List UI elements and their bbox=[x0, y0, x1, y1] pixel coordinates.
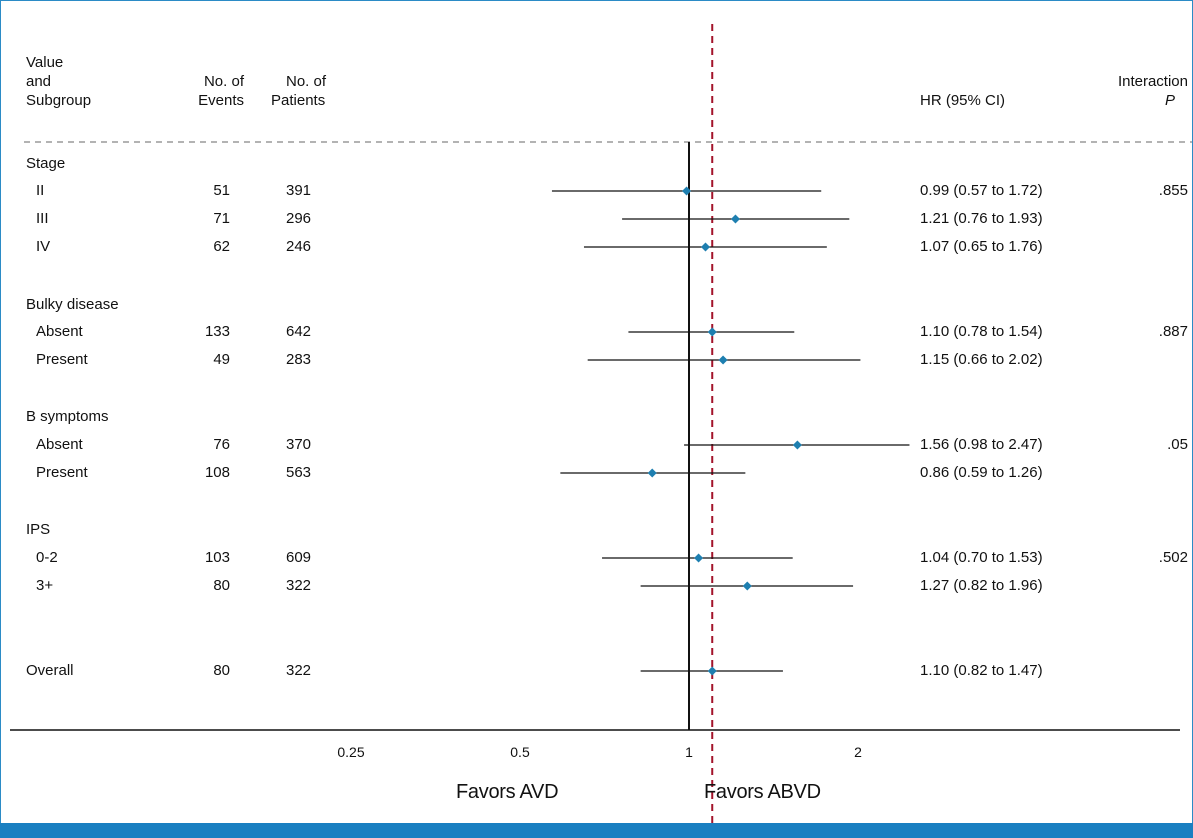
header-subgroup-line1: Value bbox=[26, 54, 64, 71]
row-patients: 370 bbox=[286, 436, 312, 453]
hr-markers bbox=[551, 186, 910, 676]
hr-point-marker bbox=[707, 327, 717, 337]
row-events: 80 bbox=[213, 662, 230, 679]
row-events: 49 bbox=[213, 351, 230, 368]
hr-point-marker bbox=[718, 355, 728, 365]
favors-left-label: Favors AVD bbox=[456, 781, 559, 803]
header-patients: No. of Patients bbox=[271, 72, 326, 110]
row-events: 80 bbox=[213, 577, 230, 594]
row-hr-text: 1.27 (0.82 to 1.96) bbox=[920, 577, 1043, 594]
header-events: No. of Events bbox=[184, 72, 244, 110]
row-events: 133 bbox=[204, 323, 230, 340]
row-label: III bbox=[36, 210, 49, 227]
row-patients: 609 bbox=[286, 549, 312, 566]
x-tick-label: 0.25 bbox=[337, 744, 364, 760]
hr-point-marker bbox=[647, 468, 657, 478]
header-interaction-line1: Interaction bbox=[1117, 73, 1188, 90]
row-label: IV bbox=[36, 238, 51, 255]
row-p-value: .05 bbox=[1167, 436, 1188, 453]
row-hr-text: 1.10 (0.78 to 1.54) bbox=[920, 323, 1043, 340]
row-label: Absent bbox=[36, 436, 83, 453]
x-tick-label: 2 bbox=[854, 744, 862, 760]
x-tick-label: 0.5 bbox=[510, 744, 530, 760]
header-events-line1: No. of bbox=[203, 73, 244, 90]
hr-point-marker bbox=[694, 553, 704, 563]
hr-point-marker bbox=[730, 214, 740, 224]
group-label: B symptoms bbox=[26, 408, 109, 425]
row-label: II bbox=[36, 182, 45, 199]
row-hr-text: 0.99 (0.57 to 1.72) bbox=[920, 182, 1043, 199]
header-patients-line2: Patients bbox=[271, 92, 326, 109]
hr-point-marker bbox=[700, 242, 710, 252]
hr-point-marker bbox=[707, 666, 717, 676]
row-p-value: .855 bbox=[1158, 182, 1188, 199]
row-hr-text: 1.15 (0.66 to 2.02) bbox=[920, 351, 1043, 368]
row-label: Present bbox=[36, 464, 88, 481]
row-p-value: .502 bbox=[1158, 549, 1188, 566]
row-events: 108 bbox=[204, 464, 230, 481]
row-patients: 563 bbox=[286, 464, 312, 481]
row-label: 3+ bbox=[36, 577, 54, 594]
row-patients: 322 bbox=[286, 577, 312, 594]
row-hr-text: 0.86 (0.59 to 1.26) bbox=[920, 464, 1043, 481]
row-patients: 642 bbox=[286, 323, 312, 340]
row-events: 62 bbox=[213, 238, 230, 255]
row-patients: 246 bbox=[286, 238, 312, 255]
row-label: Overall bbox=[26, 662, 74, 679]
group-label: Stage bbox=[26, 155, 66, 172]
hr-point-marker bbox=[682, 186, 692, 196]
row-hr-text: 1.56 (0.98 to 2.47) bbox=[920, 436, 1043, 453]
header-hr: HR (95% CI) bbox=[920, 92, 1006, 109]
row-patients: 391 bbox=[286, 182, 312, 199]
row-events: 76 bbox=[213, 436, 230, 453]
row-patients: 283 bbox=[286, 351, 312, 368]
row-label: 0-2 bbox=[36, 549, 58, 566]
hr-point-marker bbox=[742, 581, 752, 591]
header-patients-line1: No. of bbox=[286, 73, 327, 90]
group-label: IPS bbox=[26, 521, 51, 538]
row-patients: 296 bbox=[286, 210, 312, 227]
header-events-line2: Events bbox=[198, 92, 244, 109]
row-patients: 322 bbox=[286, 662, 312, 679]
x-tick-label: 1 bbox=[685, 744, 693, 760]
x-tick-labels: 0.25 0.5 1 2 bbox=[337, 744, 862, 760]
favors-right-label: Favors ABVD bbox=[704, 781, 821, 803]
header-interaction-p: P bbox=[1164, 92, 1175, 109]
hr-point-marker bbox=[792, 440, 802, 450]
group-label: Bulky disease bbox=[26, 296, 119, 313]
header-subgroup-line3: Subgroup bbox=[26, 92, 92, 109]
bottom-accent-bar bbox=[0, 823, 1193, 838]
row-hr-text: 1.10 (0.82 to 1.47) bbox=[920, 662, 1043, 679]
row-p-value: .887 bbox=[1158, 323, 1188, 340]
row-label: Present bbox=[36, 351, 88, 368]
row-hr-text: 1.21 (0.76 to 1.93) bbox=[920, 210, 1043, 227]
row-label: Absent bbox=[36, 323, 83, 340]
row-events: 103 bbox=[204, 549, 230, 566]
row-events: 51 bbox=[213, 182, 230, 199]
header-subgroup: Value and Subgroup bbox=[26, 53, 91, 110]
header-subgroup-line2: and bbox=[26, 73, 52, 90]
row-events: 71 bbox=[213, 210, 230, 227]
row-hr-text: 1.04 (0.70 to 1.53) bbox=[920, 549, 1043, 566]
header-interaction: Interaction P bbox=[1093, 72, 1188, 110]
row-hr-text: 1.07 (0.65 to 1.76) bbox=[920, 238, 1043, 255]
